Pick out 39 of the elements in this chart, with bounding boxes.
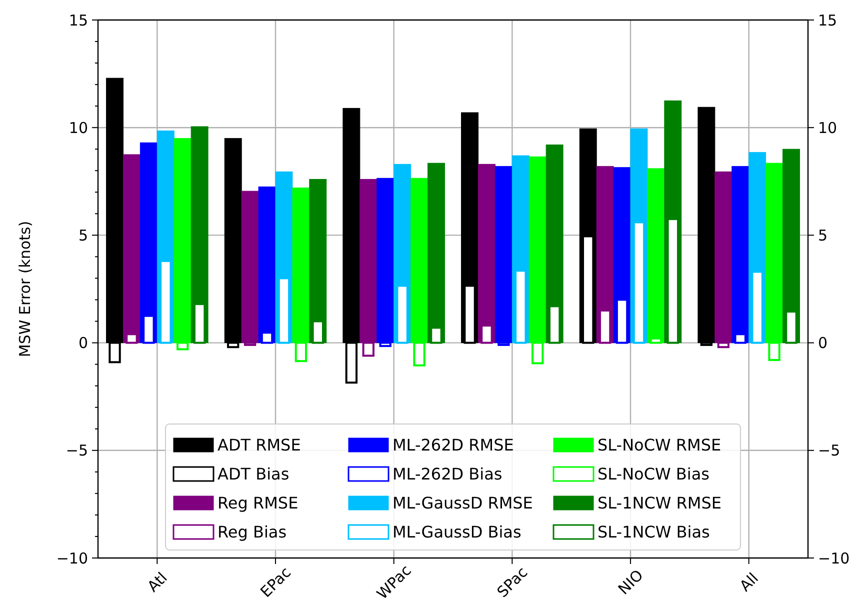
x-tick-label: NIO — [614, 566, 647, 598]
bar — [698, 106, 716, 344]
bar — [732, 166, 750, 344]
y-axis-title: MSW Error (knots) — [16, 220, 34, 358]
x-tick-label: All — [736, 569, 762, 596]
y2-tick-label: −10 — [818, 549, 850, 568]
y2-tick-label: 15 — [818, 11, 838, 30]
legend-label: Reg RMSE — [218, 494, 298, 513]
y-tick-label: 10 — [68, 118, 88, 137]
legend-label: ML-GaussD Bias — [392, 522, 522, 542]
legend-label: ML-GaussD RMSE — [392, 494, 533, 513]
y2-tick-label: 0 — [818, 334, 828, 352]
y-tick-label: −10 — [56, 549, 88, 568]
legend-label: Reg Bias — [218, 522, 287, 542]
bar — [309, 179, 327, 344]
y2-tick-label: −5 — [818, 442, 840, 460]
bar — [376, 178, 394, 344]
legend-label: ML-262D Bias — [392, 464, 502, 484]
bar — [241, 190, 259, 344]
y2-tick-label: 10 — [818, 118, 838, 137]
y-tick-label: 5 — [78, 226, 88, 244]
legend-label: ADT Bias — [218, 464, 290, 484]
legend-label: SL-1NCW RMSE — [598, 494, 722, 513]
bar — [428, 162, 445, 344]
legend-label: ML-262D RMSE — [392, 436, 514, 455]
y2-tick-label: 5 — [818, 226, 828, 244]
bar — [258, 186, 276, 344]
y-tick-label: 0 — [78, 334, 88, 352]
bar — [122, 154, 140, 344]
bar — [647, 168, 665, 344]
y-tick-label: −5 — [66, 442, 88, 460]
legend-label: SL-NoCW Bias — [598, 464, 710, 484]
y-tick-label: 15 — [68, 11, 88, 30]
x-tick-label: Atl — [144, 568, 171, 596]
bar — [494, 166, 512, 344]
bar — [478, 164, 496, 344]
legend-label: ADT RMSE — [218, 436, 301, 455]
legend-label: SL-NoCW RMSE — [598, 436, 722, 455]
legend-label: SL-1NCW Bias — [598, 522, 710, 542]
